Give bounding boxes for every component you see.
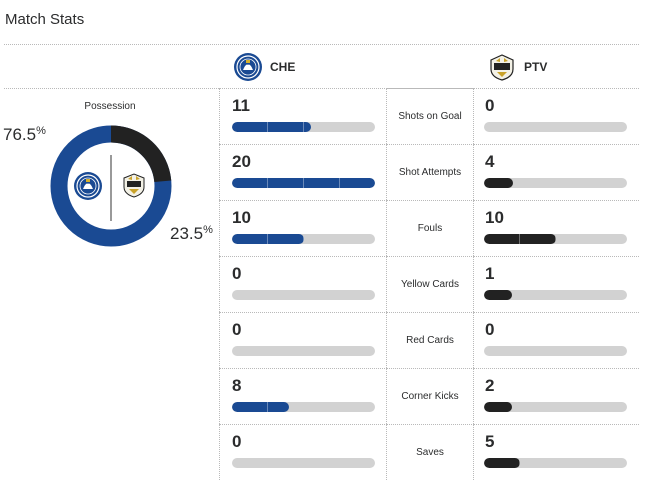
away-stat-fill [484, 402, 512, 412]
port-vale-crest-icon [123, 173, 145, 198]
home-stat-fill [232, 178, 375, 188]
home-possession-pct: 76.5% [3, 125, 46, 144]
home-stat-cell: 10 [219, 200, 387, 256]
stat-label: Corner Kicks [386, 368, 474, 424]
away-possession-arc [50, 125, 172, 247]
stat-label: Shots on Goal [386, 88, 474, 144]
stat-row: 10 Fouls 10 [219, 200, 639, 256]
away-stat-cell: 4 [473, 144, 639, 200]
stat-row: 0 Red Cards 0 [219, 312, 639, 368]
chelsea-crest-icon [74, 172, 102, 200]
home-stat-value: 0 [232, 264, 242, 283]
away-stat-bar [484, 178, 627, 188]
home-stat-cell: 8 [219, 368, 387, 424]
chelsea-crest-icon [234, 53, 262, 81]
home-stat-bar [232, 122, 375, 132]
divider [4, 44, 639, 45]
home-team-header: CHE [233, 52, 295, 82]
home-stat-cell: 20 [219, 144, 387, 200]
away-stat-value: 0 [485, 320, 495, 339]
home-stat-bar [232, 178, 375, 188]
away-stat-cell: 10 [473, 200, 639, 256]
home-stat-bar [232, 458, 375, 468]
away-team-header: PTV [487, 52, 547, 82]
home-stat-cell: 11 [219, 88, 387, 144]
away-stat-value: 4 [485, 152, 495, 171]
away-stat-bar [484, 234, 627, 244]
away-stat-value: 1 [485, 264, 495, 283]
stat-label: Shot Attempts [386, 144, 474, 200]
home-team-abbr: CHE [270, 60, 296, 74]
away-stat-fill [484, 178, 513, 188]
away-stat-fill [484, 290, 512, 300]
home-stat-cell: 0 [219, 312, 387, 368]
stat-row: 8 Corner Kicks 2 [219, 368, 639, 424]
section-title: Match Stats [5, 11, 85, 28]
port-vale-crest-icon [490, 54, 514, 81]
home-stat-value: 20 [232, 152, 251, 171]
possession-label: Possession [84, 101, 136, 112]
away-stat-value: 2 [485, 376, 495, 395]
home-stat-value: 11 [232, 96, 250, 115]
home-stat-fill [232, 402, 289, 412]
home-stat-fill [232, 122, 311, 132]
stat-label: Red Cards [386, 312, 474, 368]
away-stat-bar [484, 402, 627, 412]
away-stat-cell: 1 [473, 256, 639, 312]
away-stat-cell: 2 [473, 368, 639, 424]
home-stat-bar [232, 234, 375, 244]
away-stat-bar [484, 458, 627, 468]
away-stat-bar [484, 346, 627, 356]
away-stat-value: 0 [485, 96, 495, 115]
away-stat-value: 5 [485, 432, 495, 451]
away-team-abbr: PTV [524, 60, 548, 74]
stat-row: 11 Shots on Goal 0 [219, 88, 639, 144]
home-stat-value: 0 [232, 432, 242, 451]
away-stat-cell: 0 [473, 88, 639, 144]
home-stat-bar [232, 346, 375, 356]
away-possession-pct: 23.5% [170, 224, 213, 243]
home-stat-bar [232, 402, 375, 412]
away-stat-fill [484, 234, 556, 244]
stat-label: Saves [386, 424, 474, 480]
home-stat-value: 8 [232, 376, 242, 395]
home-stat-cell: 0 [219, 424, 387, 480]
away-stat-cell: 0 [473, 312, 639, 368]
stat-row: 0 Yellow Cards 1 [219, 256, 639, 312]
away-stat-bar [484, 122, 627, 132]
home-stat-cell: 0 [219, 256, 387, 312]
possession-donut [50, 125, 172, 247]
home-stat-value: 10 [232, 208, 251, 227]
home-stat-fill [232, 234, 304, 244]
stat-label: Fouls [386, 200, 474, 256]
away-stat-cell: 5 [473, 424, 639, 480]
away-stat-bar [484, 290, 627, 300]
away-stat-fill [484, 458, 520, 468]
away-stat-value: 10 [485, 208, 504, 227]
stat-row: 0 Saves 5 [219, 424, 639, 480]
stat-label: Yellow Cards [386, 256, 474, 312]
home-stat-bar [232, 290, 375, 300]
stat-row: 20 Shot Attempts 4 [219, 144, 639, 200]
home-stat-value: 0 [232, 320, 242, 339]
